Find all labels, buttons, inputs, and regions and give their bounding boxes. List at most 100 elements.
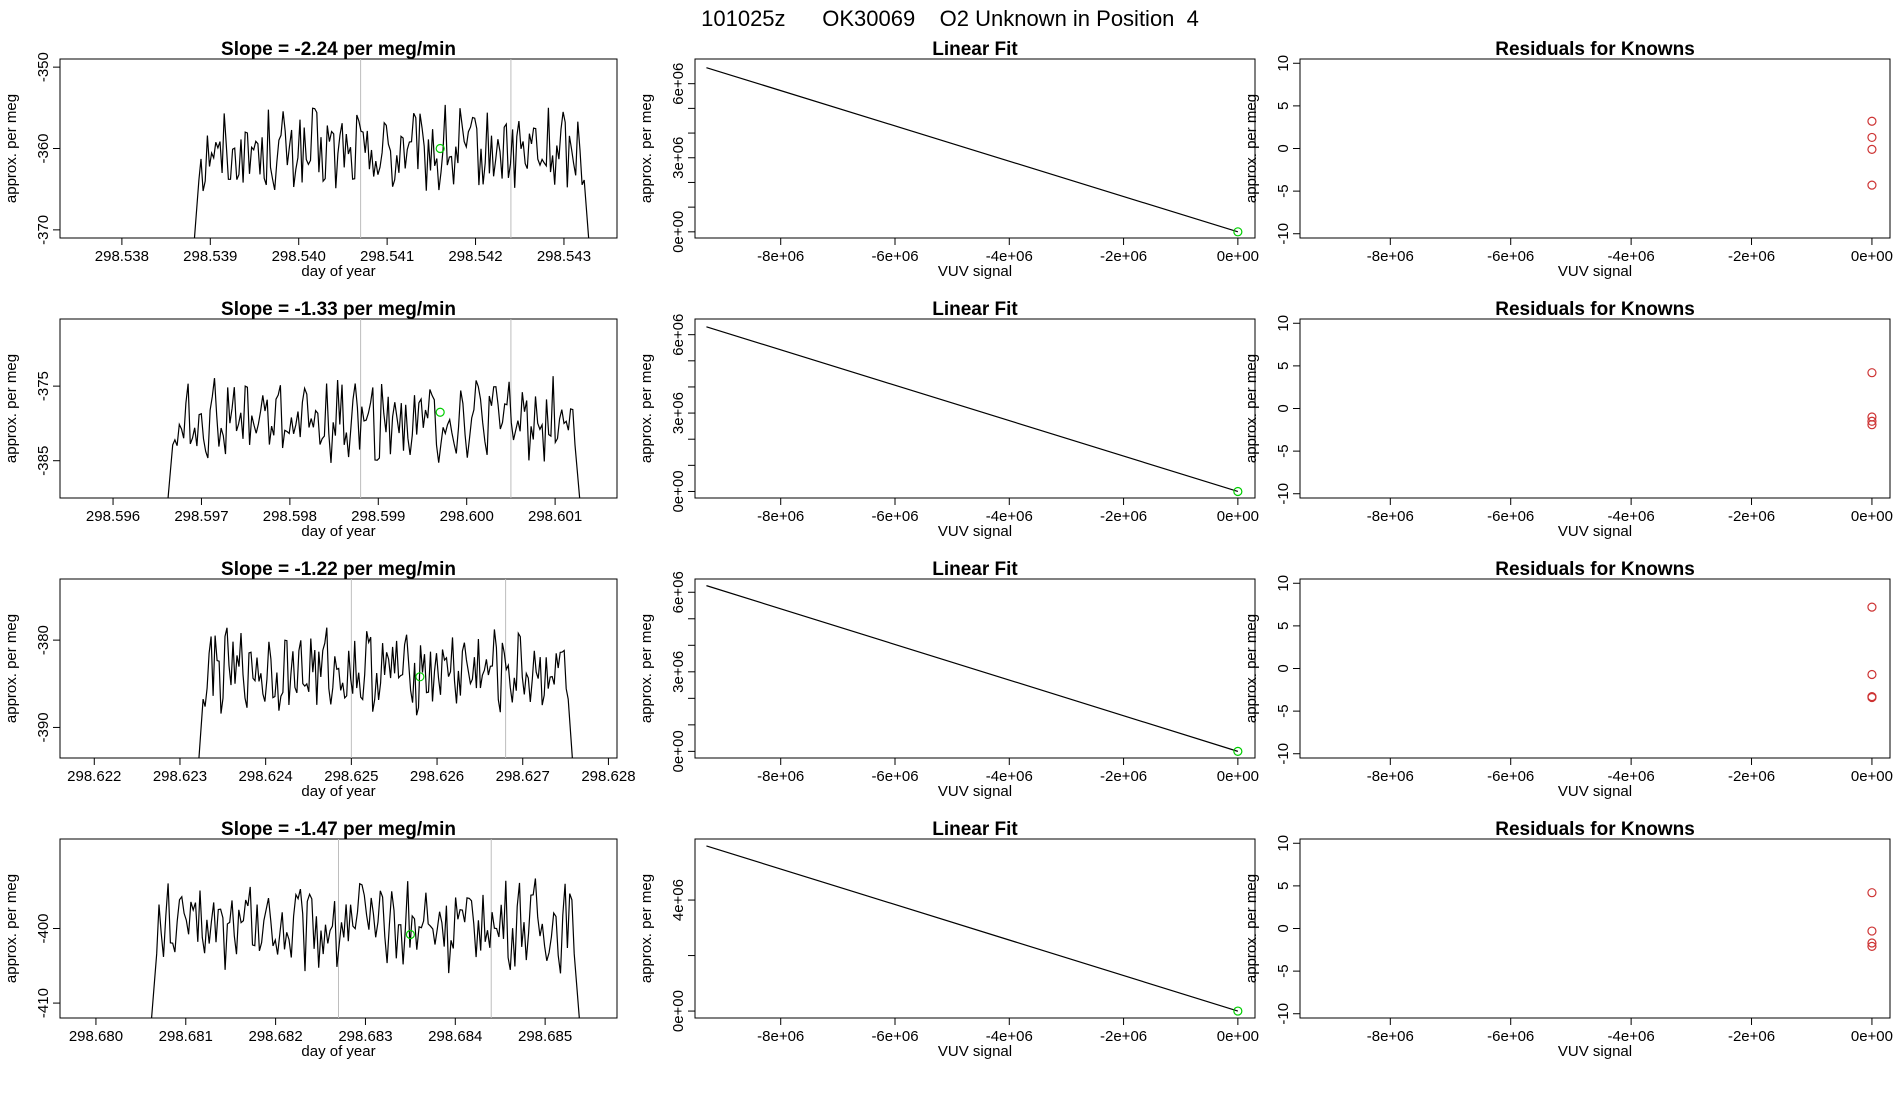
plot-data: [1867, 116, 1877, 190]
x-tick-label: 298.600: [440, 508, 494, 525]
x-tick-label: 298.681: [159, 1028, 213, 1045]
panel-grid: Slope = -2.24 per meg/min 298.538 298.539 2…: [3, 39, 1893, 1060]
panel-title: Linear Fit: [932, 559, 1018, 580]
y-tick-label: 10: [1275, 575, 1292, 592]
y-axis-label: approx. per meg: [3, 94, 20, 203]
fit-point: [1233, 227, 1243, 237]
panel-timeseries-3: Slope = -1.22 per meg/min 298.622 298.623 2…: [3, 559, 636, 800]
residual-point: [1867, 938, 1877, 948]
x-tick-label: 0e+00: [1217, 1028, 1259, 1045]
x-tick-label: -2e+06: [1728, 1028, 1775, 1045]
y-tick-label: 0: [1275, 664, 1292, 672]
x-tick-label: -2e+06: [1100, 248, 1147, 265]
plot-frame: [59, 58, 618, 239]
unknown-mean-point: [415, 672, 425, 682]
x-tick-label: -4e+06: [1608, 1028, 1655, 1045]
y-axis-label: approx. per meg: [1243, 614, 1260, 723]
residual-point: [1867, 180, 1877, 190]
y-tick-label: 5: [1275, 622, 1292, 630]
panel-title: Slope = -1.33 per meg/min: [221, 299, 456, 320]
residual-point: [1867, 941, 1877, 952]
x-axis-label: VUV signal: [1558, 783, 1632, 800]
y-tick-label: -375: [35, 371, 52, 401]
plot-data: [193, 59, 590, 238]
y-tick-label: -10: [1275, 1003, 1292, 1025]
plot-frame: [59, 318, 618, 499]
raw-signal-line: [198, 627, 573, 758]
panel-fit-1: Linear Fit -8e+06 -6e+06 -4e+06 -2e+06 0e+00 V…: [638, 39, 1259, 280]
x-axis-label: VUV signal: [938, 263, 1012, 280]
plot-data: [706, 585, 1243, 756]
y-tick-label: -380: [35, 625, 52, 655]
y-axis-label: approx. per meg: [1243, 874, 1260, 983]
panel-title: Linear Fit: [932, 819, 1018, 840]
residual-point: [1867, 416, 1877, 426]
fit-line: [706, 326, 1239, 493]
y-tick-label: -5: [1275, 704, 1292, 717]
x-tick-label: 298.685: [518, 1028, 572, 1045]
panel-title: Slope = -1.47 per meg/min: [221, 819, 456, 840]
x-axis-label: VUV signal: [938, 1043, 1012, 1060]
y-axis-label: approx. per meg: [638, 874, 655, 983]
panel-title: Residuals for Knowns: [1495, 39, 1695, 60]
y-tick-label: 0e+00: [670, 470, 687, 512]
x-tick-label: 298.683: [338, 1028, 392, 1045]
unknown-mean-point: [435, 407, 445, 417]
residual-point: [1867, 669, 1877, 680]
unknown-mean-point: [405, 929, 415, 940]
y-tick-label: -370: [35, 215, 52, 245]
x-tick-label: -6e+06: [871, 248, 918, 265]
plot-data: [150, 839, 580, 1018]
y-tick-label: 4e+06: [670, 879, 687, 921]
plot-data: [1867, 888, 1877, 952]
x-tick-label: 298.539: [183, 248, 237, 265]
panel-title: Linear Fit: [932, 39, 1018, 60]
x-tick-label: -2e+06: [1100, 1028, 1147, 1045]
x-axis-label: VUV signal: [1558, 523, 1632, 540]
fit-point: [1233, 746, 1243, 756]
y-tick-label: 5: [1275, 102, 1292, 110]
x-tick-label: 298.682: [248, 1028, 302, 1045]
x-tick-label: 298.623: [153, 768, 207, 785]
plot-frame: [1299, 318, 1891, 499]
x-tick-label: 0e+00: [1851, 1028, 1893, 1045]
panel-title: Linear Fit: [932, 299, 1018, 320]
x-tick-label: -4e+06: [986, 508, 1033, 525]
y-tick-label: 10: [1275, 55, 1292, 72]
x-tick-label: -4e+06: [1608, 248, 1655, 265]
x-tick-label: 298.626: [410, 768, 464, 785]
x-tick-label: 0e+00: [1217, 768, 1259, 785]
panel-title: Residuals for Knowns: [1495, 559, 1695, 580]
panel-fit-2: Linear Fit -8e+06 -6e+06 -4e+06 -2e+06 0e+00 V…: [638, 299, 1259, 540]
x-tick-label: -8e+06: [1367, 508, 1414, 525]
x-tick-label: -4e+06: [986, 248, 1033, 265]
x-axis-label: day of year: [301, 783, 375, 800]
x-tick-label: 298.628: [581, 768, 635, 785]
y-tick-label: 3e+06: [670, 392, 687, 434]
raw-signal-line: [150, 878, 580, 1018]
y-tick-label: 3e+06: [670, 651, 687, 693]
y-tick-label: -5: [1275, 184, 1292, 197]
x-tick-label: 298.599: [351, 508, 405, 525]
x-tick-label: 298.596: [86, 508, 140, 525]
x-tick-label: 0e+00: [1851, 248, 1893, 265]
y-axis-label: approx. per meg: [1243, 94, 1260, 203]
y-tick-label: 0: [1275, 404, 1292, 412]
x-tick-label: 298.684: [428, 1028, 482, 1045]
x-tick-label: -8e+06: [1367, 1028, 1414, 1045]
plot-frame: [694, 318, 1256, 499]
y-tick-label: 10: [1275, 835, 1292, 852]
residual-point: [1867, 926, 1877, 936]
x-tick-label: -2e+06: [1100, 768, 1147, 785]
y-axis-label: approx. per meg: [638, 94, 655, 203]
y-tick-label: -5: [1275, 444, 1292, 457]
x-tick-label: -6e+06: [1487, 248, 1534, 265]
x-axis-label: VUV signal: [1558, 263, 1632, 280]
y-tick-label: -400: [35, 913, 52, 943]
residual-point: [1867, 368, 1877, 378]
y-tick-label: -390: [35, 712, 52, 742]
plot-frame: [1299, 58, 1891, 239]
y-tick-label: -385: [35, 446, 52, 476]
x-tick-label: 298.597: [174, 508, 228, 525]
